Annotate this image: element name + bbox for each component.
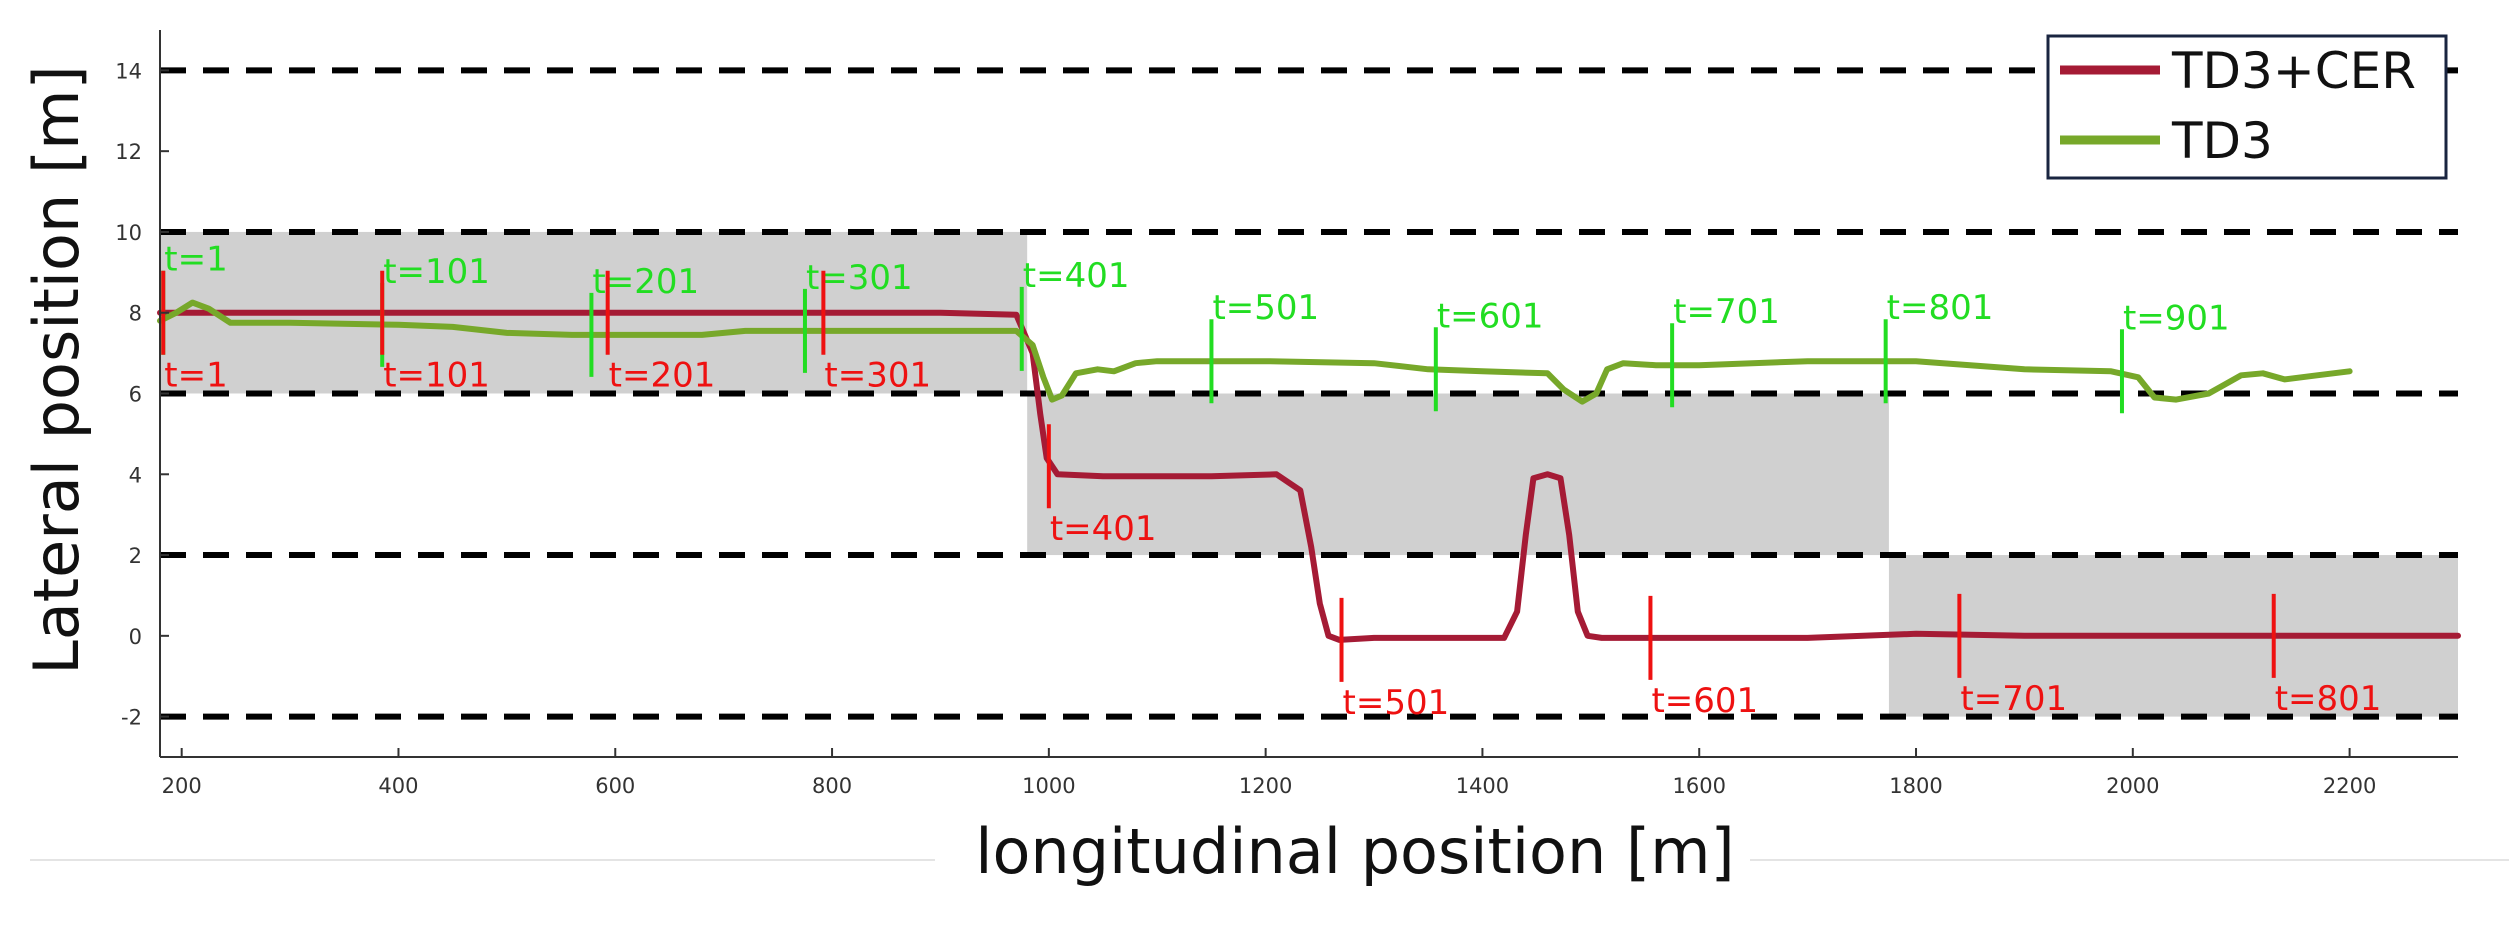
- time-marker-label: t=401: [1050, 509, 1157, 549]
- legend-box: [2046, 34, 2448, 180]
- x-tick-label: 600: [595, 774, 635, 798]
- x-tick-label: 400: [378, 774, 418, 798]
- time-marker-label: t=201: [609, 356, 716, 396]
- x-tick-label: 1000: [1022, 774, 1075, 798]
- axes: 200 400 600 800 1000 1200 1400 1600 1800 2000 2200…: [115, 30, 2458, 798]
- x-axis-title: longitudinal position [m]: [975, 815, 1735, 888]
- x-tick-label: 1600: [1672, 774, 1725, 798]
- x-tick-label: 1200: [1239, 774, 1292, 798]
- y-tick-label: 0: [129, 625, 142, 649]
- x-tick-label: 2000: [2106, 774, 2159, 798]
- time-marker-label: t=101: [383, 252, 490, 292]
- y-tick-label: 14: [115, 59, 142, 83]
- time-marker-label: t=701: [1673, 292, 1780, 332]
- y-tick-label: 2: [129, 544, 142, 568]
- x-tick-label: 1400: [1456, 774, 1509, 798]
- y-tick-label: -2: [121, 706, 142, 730]
- time-marker-label: t=1: [164, 356, 227, 396]
- x-tick-label: 200: [162, 774, 202, 798]
- time-marker-label: t=801: [1887, 288, 1994, 328]
- time-marker-label: t=201: [592, 262, 699, 302]
- x-tick-label: 2200: [2323, 774, 2376, 798]
- time-marker-label: t=801: [2275, 679, 2382, 719]
- time-annotations: t=1t=1t=101t=101t=201t=201t=301t=301t=40…: [161, 240, 2382, 723]
- time-marker-label: t=601: [1651, 681, 1758, 721]
- y-tick-label: 12: [115, 140, 142, 164]
- x-tick-label: 1800: [1889, 774, 1942, 798]
- time-marker-label: t=601: [1437, 296, 1544, 336]
- time-marker-label: t=501: [1343, 683, 1450, 723]
- legend: TD3+CER TD3: [2046, 34, 2448, 180]
- legend-label-td3: TD3: [2171, 112, 2273, 170]
- x-tick-label: 800: [812, 774, 852, 798]
- y-tick-label: 10: [115, 221, 142, 245]
- y-tick-label: 6: [129, 383, 142, 407]
- y-axis-title: Lateral position [m]: [20, 65, 93, 674]
- time-marker-label: t=101: [383, 356, 490, 396]
- time-marker-label: t=1: [164, 240, 227, 280]
- y-tick-label: 8: [129, 302, 142, 326]
- time-marker-label: t=501: [1212, 288, 1319, 328]
- legend-label-td3-cer: TD3+CER: [2171, 42, 2416, 100]
- time-marker-label: t=701: [1960, 679, 2067, 719]
- time-marker-label: t=301: [824, 356, 931, 396]
- y-tick-label: 4: [129, 463, 142, 487]
- time-marker-label: t=901: [2123, 298, 2230, 338]
- series-line-td3-cer: [157, 309, 2461, 643]
- time-marker-label: t=401: [1023, 256, 1130, 296]
